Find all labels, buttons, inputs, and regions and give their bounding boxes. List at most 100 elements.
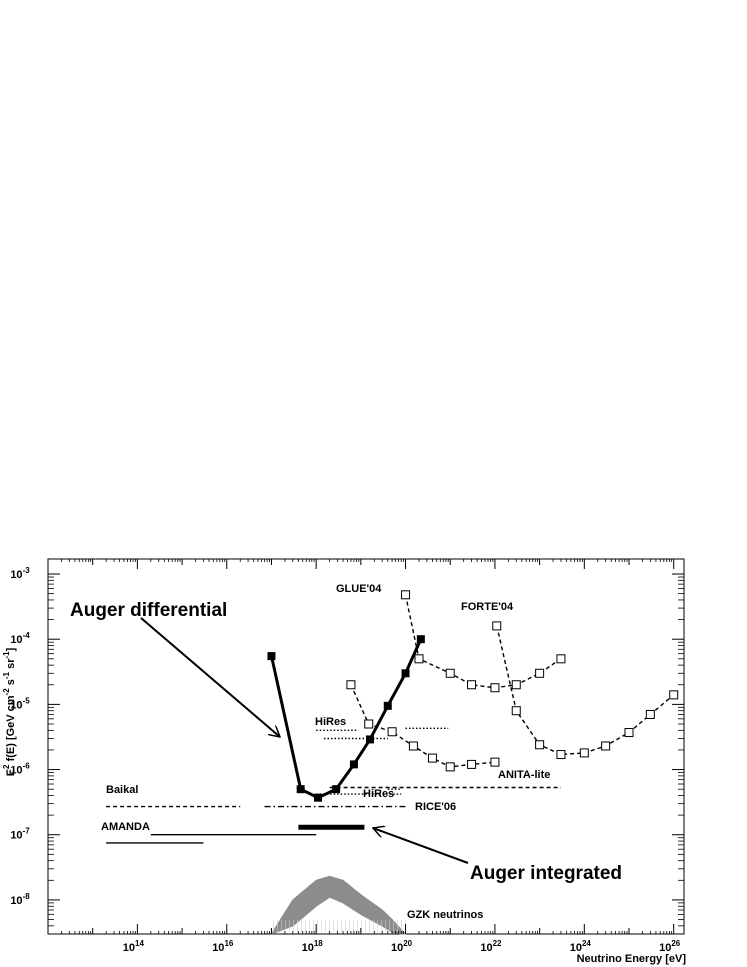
y-tick-label: 10-4 [10,631,30,646]
series-auger-differential-0-point [416,635,425,644]
y-title-mid1: f(E) [GeV cm [5,695,17,764]
y-title-e: E [5,769,17,776]
series-forte-04-3-point [535,740,545,750]
y-title-sup2: -2 [2,688,11,696]
series-forte-04-3-point [645,709,655,719]
axis-tick-labels: 1014 1016 1018 1020 1022 1024 102610-810-710-6… [10,566,681,954]
label-anita: ANITA-lite [498,769,550,781]
label-hires-upper: HiRes [315,716,346,728]
y-tick-label-base: 10 [10,895,22,907]
series-anita-lite-4-point [445,762,455,772]
series-anita-lite-4-point [408,741,418,751]
series-glue-04-2-point [535,668,545,678]
series-anita-lite-4-point [346,680,356,690]
label-glue: GLUE'04 [336,583,382,595]
x-tick-label-exp: 20 [403,939,412,948]
y-tick-label-base: 10 [10,830,22,842]
y-tick-label-base: 10 [10,765,22,777]
series-glue-04-2-point [414,654,424,664]
x-tick-label: 1014 [123,939,145,954]
arrow-auger-differential [140,617,280,737]
series-forte-04-3-point [492,621,502,631]
x-tick-label-base: 10 [302,942,314,954]
x-tick-label-base: 10 [659,942,671,954]
x-tick-label-exp: 16 [224,939,233,948]
label-auger-differential: Auger differential [70,600,227,621]
label-baikal: Baikal [106,784,138,796]
x-tick-label-exp: 24 [582,939,591,948]
y-title-mid3: sr [5,658,17,672]
y-title-sup3: -1 [2,671,11,679]
series-forte-04-3-point [556,750,566,760]
series-forte-04-3-point [669,690,679,700]
series-auger-differential-0-point [349,760,358,769]
y-tick-label: 10-6 [10,762,30,777]
y-tick-label-exp: -5 [23,696,31,705]
x-tick-label-base: 10 [212,942,224,954]
label-auger-integrated: Auger integrated [470,863,622,884]
series-auger-differential-0-point [332,785,341,794]
y-title-sup4: -1 [2,651,11,659]
series-lines [106,594,675,844]
series-forte-04-3-point [511,706,521,716]
series-forte-04-3-point [579,748,589,758]
y-title-sup1: 2 [2,764,11,769]
plot-frame [47,558,685,935]
label-amanda: AMANDA [101,821,150,833]
series-glue-04-2-point [556,654,566,664]
x-tick-label: 1026 [659,939,681,954]
y-tick-label-exp: -6 [23,762,31,771]
series-markers [267,590,679,802]
axis-ticks [47,559,684,935]
y-title-end: ] [5,647,17,651]
arrow-auger-integrated [373,828,469,864]
series-auger-differential-0-point [296,785,305,794]
series-anita-lite-4-point [490,757,500,767]
x-tick-label: 1016 [212,939,234,954]
x-tick-label-exp: 14 [135,939,144,948]
y-tick-label-exp: -4 [23,631,31,640]
label-gzk: GZK neutrinos [407,909,483,921]
series-glue-04-2-point [511,680,521,690]
series-glue-04-2-point [490,683,500,693]
series-anita-lite-4-point [467,759,477,769]
x-tick-label-base: 10 [480,942,492,954]
y-tick-label: 10-3 [10,566,30,581]
x-tick-label-exp: 26 [671,939,680,948]
series-anita-lite-4-point [364,719,374,729]
y-axis-title: E2 f(E) [GeV cm-2 s-1 sr-1] [2,647,17,776]
y-tick-label-base: 10 [10,699,22,711]
x-tick-label-base: 10 [570,942,582,954]
y-tick-label-base: 10 [10,634,22,646]
label-forte: FORTE'04 [461,601,514,613]
x-tick-label-base: 10 [123,942,135,954]
label-rice: RICE'06 [415,801,456,813]
x-tick-label: 1018 [302,939,324,954]
series-glue-04-2-point [445,668,455,678]
series-forte-04-3-point [624,728,634,738]
series-anita-lite-4-point [427,753,437,763]
series-glue-04-2-point [467,680,477,690]
x-axis-title: Neutrino Energy [eV] [577,953,687,965]
y-tick-label-exp: -3 [23,566,31,575]
series-forte-04-3-line [496,625,675,756]
y-tick-label: 10-7 [10,827,30,842]
series-auger-differential-0-point [314,793,323,802]
series-anita-lite-4-point [387,727,397,737]
series-auger-differential-0-point [365,735,374,744]
y-tick-label: 10-5 [10,696,30,711]
series-forte-04-3-point [601,741,611,751]
x-tick-label: 1020 [391,939,413,954]
series-auger-differential-0-point [383,701,392,710]
y-tick-label-exp: -8 [23,892,31,901]
x-tick-label-exp: 22 [493,939,502,948]
x-tick-label-exp: 18 [314,939,323,948]
gzk-band [270,875,407,935]
x-tick-label: 1022 [480,939,502,954]
series-glue-04-2-point [401,590,411,600]
x-tick-label-base: 10 [391,942,403,954]
series-auger-differential-0-point [267,652,276,661]
y-tick-label-exp: -7 [23,827,31,836]
y-tick-label-base: 10 [10,569,22,581]
